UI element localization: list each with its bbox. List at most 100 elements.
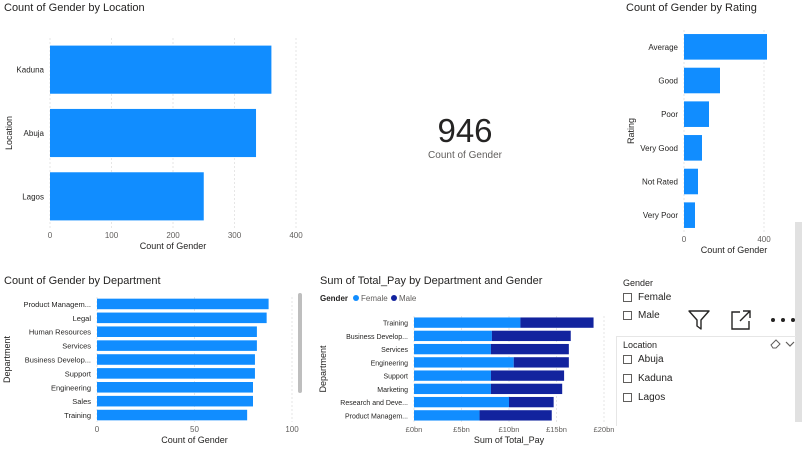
bar-female bbox=[414, 410, 480, 421]
bar-female bbox=[414, 370, 491, 381]
category-label: Legal bbox=[73, 314, 92, 323]
location-chart-svg: 0 100 200 300 400 Kaduna Abuja Lagos Count of Ge… bbox=[4, 38, 303, 251]
checkbox-lagos[interactable] bbox=[623, 393, 632, 402]
category-label: Research and Deve... bbox=[340, 400, 408, 407]
y-axis-title: Location bbox=[4, 116, 14, 150]
bar bbox=[50, 45, 272, 94]
bar-female bbox=[414, 330, 492, 342]
x-axis-title: Sum of Total_Pay bbox=[474, 435, 545, 445]
gender-slicer[interactable]: Gender Female Male bbox=[622, 276, 792, 332]
kpi-value: 946 bbox=[437, 112, 493, 149]
slicer-frame bbox=[616, 336, 796, 426]
department-chart-scrollbar[interactable] bbox=[298, 293, 302, 393]
kpi-label: Count of Gender bbox=[428, 150, 502, 161]
x-tick-label: £5bn bbox=[453, 425, 470, 434]
bar bbox=[50, 108, 257, 158]
rating-chart-svg: 0 400 Average Good Poor Very Good Not Rated Ver… bbox=[626, 30, 771, 255]
y-axis-title: Department bbox=[318, 345, 328, 393]
x-tick-label: 0 bbox=[95, 425, 100, 434]
category-label: Not Rated bbox=[642, 178, 678, 187]
pay-chart[interactable]: Sum of Total_Pay by Department and Gende… bbox=[318, 272, 618, 452]
x-tick-label: 400 bbox=[757, 235, 771, 244]
slicer-option-female[interactable]: Female bbox=[623, 292, 671, 303]
rating-chart[interactable]: Count of Gender by Rating 0 400 Average Goo… bbox=[622, 0, 794, 268]
category-label: Kaduna bbox=[16, 66, 44, 75]
department-chart-svg: 0 50 100 Product Managem... Legal Human Resou… bbox=[2, 297, 299, 445]
checkbox-kaduna[interactable] bbox=[623, 374, 632, 383]
x-tick-label: 100 bbox=[285, 425, 299, 434]
x-tick-label: £20bn bbox=[594, 425, 615, 434]
category-label: Marketing bbox=[377, 387, 408, 394]
department-chart-title: Count of Gender by Department bbox=[4, 275, 161, 287]
filter-icon[interactable] bbox=[686, 307, 712, 333]
x-tick-label: 400 bbox=[289, 231, 303, 240]
bar bbox=[684, 67, 720, 94]
bar bbox=[97, 326, 257, 337]
bar bbox=[684, 202, 695, 228]
category-label: Good bbox=[658, 77, 678, 86]
location-chart-title: Count of Gender by Location bbox=[4, 2, 145, 14]
bar bbox=[684, 34, 767, 60]
slicer-option-label: Male bbox=[638, 310, 660, 321]
bar bbox=[97, 382, 253, 393]
y-axis-title: Rating bbox=[626, 118, 636, 144]
rating-chart-title: Count of Gender by Rating bbox=[626, 2, 757, 14]
slicer-option-lagos[interactable]: Lagos bbox=[623, 392, 665, 403]
category-label: Engineering bbox=[51, 383, 91, 392]
category-label: Training bbox=[64, 411, 91, 420]
slicer-option-abuja[interactable]: Abuja bbox=[623, 354, 664, 365]
x-tick-label: £10bn bbox=[499, 425, 520, 434]
bar-male bbox=[479, 410, 552, 421]
checkbox-female[interactable] bbox=[623, 293, 632, 302]
x-tick-label: 100 bbox=[105, 231, 119, 240]
legend-title: Gender bbox=[320, 294, 348, 303]
category-label: Very Poor bbox=[643, 211, 678, 220]
x-axis-title: Count of Gender bbox=[161, 435, 228, 445]
category-label: Support bbox=[383, 374, 408, 381]
eraser-icon[interactable] bbox=[769, 338, 783, 350]
bar bbox=[50, 172, 204, 221]
bar bbox=[97, 409, 248, 421]
bar-male bbox=[490, 383, 563, 395]
x-tick-label: 300 bbox=[228, 231, 242, 240]
bar bbox=[97, 368, 255, 379]
x-tick-label: 0 bbox=[48, 231, 53, 240]
bar-female bbox=[414, 343, 491, 355]
chevron-down-icon[interactable] bbox=[784, 338, 796, 350]
slicer-option-kaduna[interactable]: Kaduna bbox=[623, 373, 672, 384]
category-label: Product Managem... bbox=[23, 300, 91, 309]
x-tick-label: £15bn bbox=[546, 425, 567, 434]
bar-female bbox=[414, 317, 521, 328]
bar bbox=[97, 340, 257, 351]
bar-female bbox=[414, 383, 491, 395]
kpi-card[interactable]: 946 Count of Gender bbox=[390, 112, 540, 172]
bar bbox=[684, 168, 698, 195]
bar-male bbox=[491, 330, 571, 342]
category-label: Engineering bbox=[371, 360, 408, 367]
category-label: Human Resources bbox=[29, 328, 91, 337]
focus-mode-icon[interactable] bbox=[728, 307, 754, 333]
location-slicer-title: Location bbox=[623, 340, 658, 350]
checkbox-abuja[interactable] bbox=[623, 355, 632, 364]
category-label: Business Develop... bbox=[346, 334, 408, 341]
page-scrollbar[interactable] bbox=[795, 222, 802, 422]
location-chart[interactable]: Count of Gender by Location 0 100 200 300 40… bbox=[4, 0, 304, 268]
legend-marker-female bbox=[353, 295, 359, 301]
more-options-icon[interactable] bbox=[768, 307, 798, 333]
category-label: Services bbox=[62, 342, 91, 351]
checkbox-male[interactable] bbox=[623, 311, 632, 320]
bar-male bbox=[513, 357, 569, 368]
category-label: Product Managem... bbox=[345, 413, 408, 420]
location-slicer[interactable]: Location Abuja Kaduna Lagos bbox=[616, 336, 796, 426]
category-label: Lagos bbox=[22, 192, 44, 201]
bar-male bbox=[490, 343, 569, 355]
bar-female bbox=[414, 396, 509, 408]
department-chart[interactable]: Count of Gender by Department 0 50 100 Prod… bbox=[0, 272, 305, 452]
x-tick-label: £0bn bbox=[406, 425, 423, 434]
x-tick-label: 50 bbox=[190, 425, 199, 434]
bar bbox=[97, 298, 269, 310]
category-label: Abuja bbox=[24, 129, 45, 138]
bar bbox=[97, 354, 255, 365]
category-label: Very Good bbox=[640, 144, 678, 153]
slicer-option-male[interactable]: Male bbox=[623, 310, 660, 321]
